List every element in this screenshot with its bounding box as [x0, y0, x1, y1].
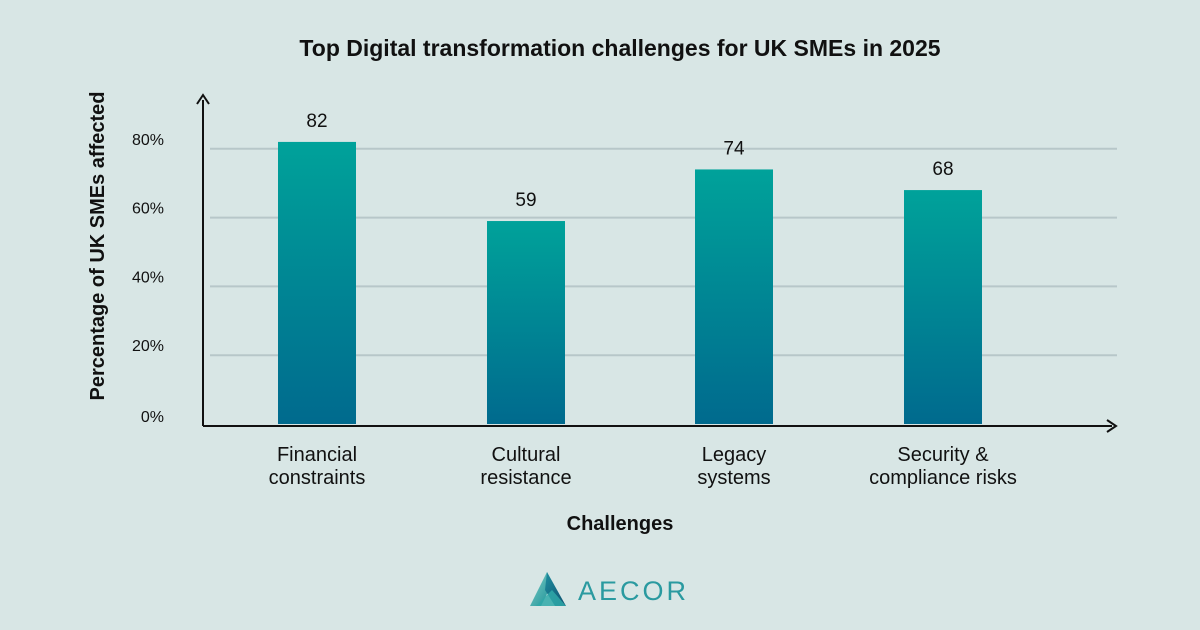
x-tick-label: Security &: [897, 444, 989, 466]
y-tick-label: 20%: [132, 338, 164, 355]
axes: [196, 93, 1118, 433]
y-tick-label: 40%: [132, 269, 164, 286]
y-tick-label: 60%: [132, 201, 164, 218]
y-tick-labels: 0% 20% 40% 60% 80%: [132, 132, 164, 426]
logo-text: AECOR: [578, 576, 689, 606]
y-tick-label: 80%: [132, 132, 164, 149]
x-tick-label: compliance risks: [869, 467, 1017, 489]
data-label: 59: [515, 190, 536, 211]
x-tick-label: constraints: [269, 467, 366, 489]
aecor-logo-mark-icon: [530, 572, 566, 606]
bar: [487, 221, 565, 424]
bar: [695, 169, 773, 424]
x-tick-label: resistance: [480, 467, 571, 489]
data-label: 82: [306, 111, 327, 132]
y-axis-title: Percentage of UK SMEs affected: [87, 92, 109, 401]
data-label: 68: [932, 159, 953, 180]
bars: [278, 141, 982, 425]
x-tick-label: systems: [697, 467, 770, 489]
bar: [278, 141, 356, 425]
y-tick-label: 0%: [141, 409, 164, 426]
data-labels: 82 59 74 68: [306, 111, 953, 211]
x-axis-title: Challenges: [567, 513, 674, 535]
chart-title: Top Digital transformation challenges fo…: [299, 35, 940, 61]
aecor-logo: AECOR: [530, 572, 689, 606]
y-axis-arrow: [196, 93, 210, 105]
x-axis-arrow: [1106, 419, 1118, 433]
x-tick-label: Cultural: [492, 444, 561, 466]
bar: [904, 190, 982, 424]
x-tick-label: Financial: [277, 444, 357, 466]
x-tick-label: Legacy: [702, 444, 767, 466]
data-label: 74: [723, 138, 745, 159]
